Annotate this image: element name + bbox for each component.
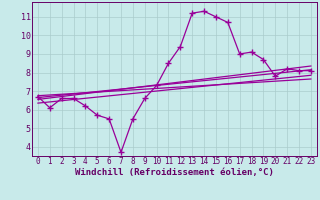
X-axis label: Windchill (Refroidissement éolien,°C): Windchill (Refroidissement éolien,°C) [75,168,274,177]
